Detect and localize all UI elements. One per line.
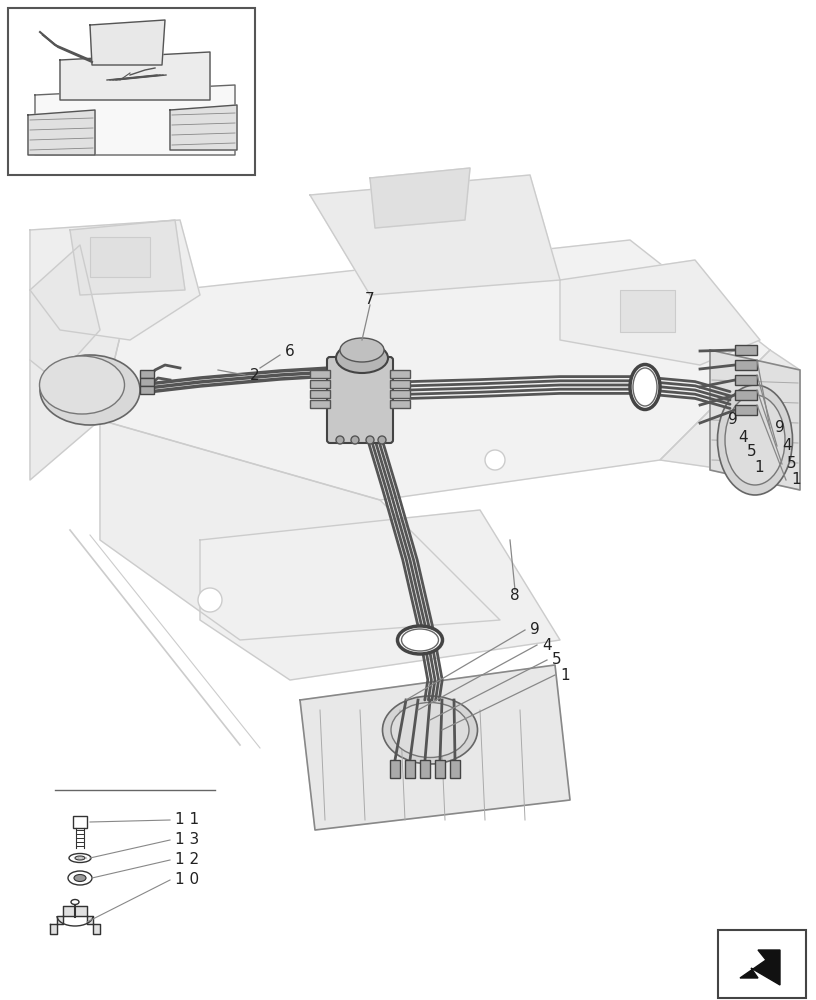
Bar: [620, 290, 675, 332]
Ellipse shape: [74, 874, 86, 882]
Circle shape: [378, 436, 386, 444]
Polygon shape: [60, 52, 210, 100]
Bar: [140, 386, 154, 394]
Polygon shape: [560, 260, 760, 365]
Text: 1 3: 1 3: [175, 832, 199, 848]
Ellipse shape: [40, 355, 140, 425]
Text: 5: 5: [747, 444, 756, 460]
Polygon shape: [30, 245, 100, 380]
Bar: [8, 8, 255, 175]
Text: 1 0: 1 0: [175, 872, 199, 888]
Text: 4: 4: [542, 638, 552, 652]
Polygon shape: [30, 220, 200, 340]
Text: 6: 6: [285, 344, 295, 360]
Bar: [420, 760, 430, 778]
Ellipse shape: [717, 385, 792, 495]
Polygon shape: [100, 240, 770, 500]
Bar: [735, 375, 757, 385]
Text: 9: 9: [530, 622, 539, 638]
Text: 5: 5: [787, 456, 796, 472]
Text: 1 2: 1 2: [175, 852, 199, 867]
Text: 1: 1: [560, 668, 570, 682]
Bar: [435, 760, 445, 778]
Ellipse shape: [69, 854, 91, 862]
Ellipse shape: [630, 364, 660, 410]
Text: 2: 2: [250, 367, 259, 382]
Bar: [390, 760, 400, 778]
Ellipse shape: [68, 871, 92, 885]
Text: 1 1: 1 1: [175, 812, 199, 828]
Ellipse shape: [383, 696, 477, 764]
Bar: [390, 370, 410, 378]
Polygon shape: [70, 220, 185, 295]
Bar: [310, 400, 330, 408]
Ellipse shape: [397, 626, 442, 654]
Bar: [450, 760, 460, 778]
Ellipse shape: [725, 395, 785, 485]
Text: 4: 4: [782, 438, 792, 454]
Text: 7: 7: [365, 292, 375, 308]
Text: 1: 1: [791, 473, 800, 488]
Polygon shape: [740, 950, 780, 985]
Circle shape: [351, 436, 359, 444]
Text: 5: 5: [552, 652, 561, 668]
Ellipse shape: [336, 343, 388, 373]
Polygon shape: [170, 105, 237, 150]
Bar: [310, 390, 330, 398]
Ellipse shape: [340, 338, 384, 362]
Polygon shape: [370, 168, 470, 228]
Polygon shape: [310, 175, 560, 295]
Bar: [405, 760, 415, 778]
Circle shape: [336, 436, 344, 444]
Bar: [735, 345, 757, 355]
Text: 9: 9: [775, 420, 785, 436]
Bar: [140, 378, 154, 386]
Bar: [310, 380, 330, 388]
Bar: [90, 237, 150, 277]
Bar: [390, 380, 410, 388]
Text: 1: 1: [754, 460, 764, 475]
Text: 8: 8: [510, 588, 520, 603]
Ellipse shape: [71, 900, 79, 904]
Circle shape: [485, 450, 505, 470]
Bar: [735, 390, 757, 400]
Text: 4: 4: [738, 430, 747, 444]
Bar: [735, 405, 757, 415]
Bar: [390, 390, 410, 398]
Polygon shape: [30, 295, 130, 480]
Bar: [718, 930, 806, 998]
Polygon shape: [28, 110, 95, 155]
Polygon shape: [35, 85, 235, 155]
Polygon shape: [100, 420, 500, 640]
Text: 9: 9: [728, 412, 738, 428]
FancyBboxPatch shape: [327, 357, 393, 443]
Ellipse shape: [633, 368, 657, 406]
Polygon shape: [50, 906, 100, 934]
Bar: [310, 370, 330, 378]
Bar: [390, 400, 410, 408]
Circle shape: [366, 436, 374, 444]
Ellipse shape: [75, 856, 85, 860]
Polygon shape: [90, 20, 165, 65]
Polygon shape: [710, 350, 800, 490]
Polygon shape: [200, 510, 560, 680]
Ellipse shape: [401, 629, 438, 651]
Polygon shape: [660, 350, 800, 480]
Circle shape: [198, 588, 222, 612]
Ellipse shape: [39, 356, 125, 414]
Polygon shape: [300, 665, 570, 830]
Ellipse shape: [391, 702, 469, 758]
Bar: [140, 370, 154, 378]
Bar: [73, 816, 87, 828]
Bar: [735, 360, 757, 370]
